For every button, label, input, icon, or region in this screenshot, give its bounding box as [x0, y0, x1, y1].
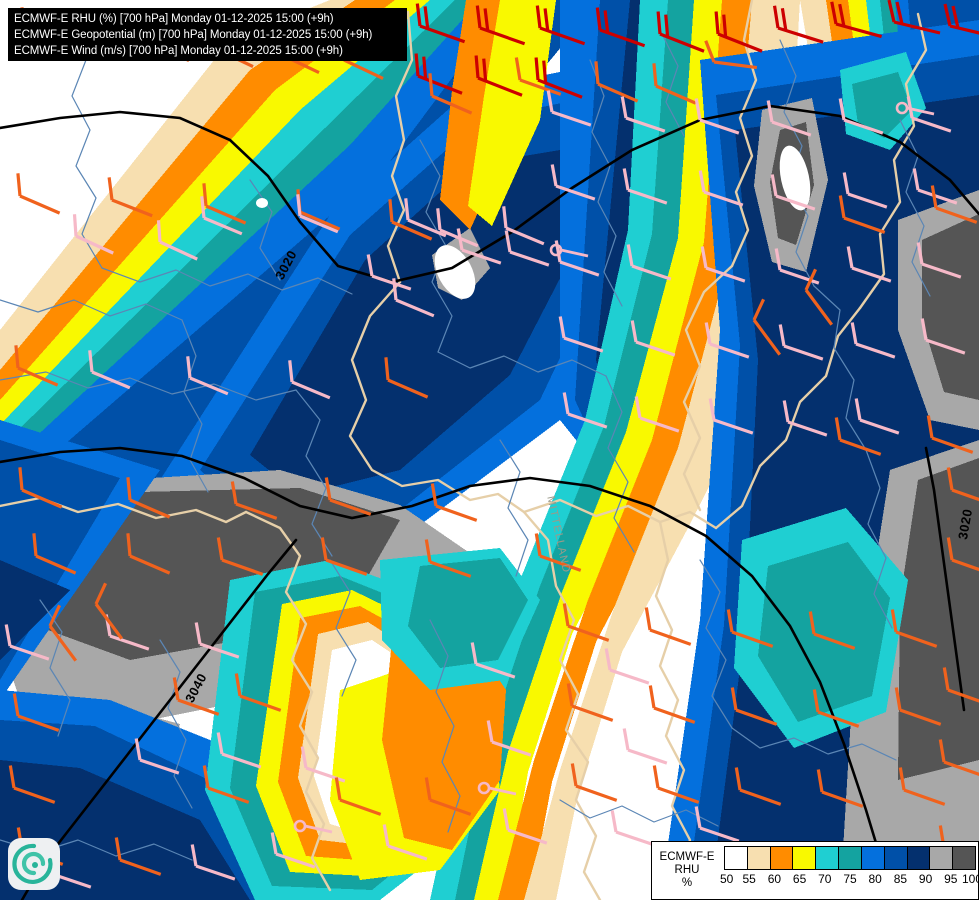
rhu-colorbar-legend: ECMWF-E RHU % 50 55 60 65 70 75 80 85 90 95 100	[651, 841, 979, 900]
legend-tick-50: 50	[719, 872, 734, 886]
legend-tick-65: 65	[792, 872, 807, 886]
legend-swatch-8	[907, 847, 931, 869]
cyclone-logo[interactable]	[6, 836, 62, 892]
legend-swatch-10	[953, 847, 975, 869]
legend-tick-60: 60	[767, 872, 782, 886]
legend-caption-model: ECMWF-E	[659, 851, 715, 863]
map-title-box: ECMWF-E RHU (%) [700 hPa] Monday 01-12-2…	[8, 8, 407, 61]
legend-swatch-0	[725, 847, 748, 869]
legend-tick-strip: 50 55 60 65 70 75 80 85 90 95 100	[720, 872, 979, 888]
legend-swatch-7	[884, 847, 908, 869]
legend-swatch-2	[770, 847, 794, 869]
legend-caption-variable: RHU	[674, 864, 700, 876]
legend-swatch-6	[861, 847, 885, 869]
legend-caption-unit: %	[681, 877, 693, 889]
legend-swatch-1	[747, 847, 771, 869]
legend-scale: 50 55 60 65 70 75 80 85 90 95 100	[720, 842, 979, 899]
title-line-geopotential: ECMWF-E Geopotential (m) [700 hPa] Monda…	[14, 29, 373, 41]
legend-swatch-4	[816, 847, 840, 869]
legend-tick-55: 55	[742, 872, 756, 886]
legend-tick-70: 70	[818, 872, 832, 886]
legend-tick-100: 100	[961, 872, 979, 886]
legend-tick-95: 95	[944, 872, 958, 886]
legend-tick-75: 75	[843, 872, 857, 886]
legend-swatch-9	[930, 847, 954, 869]
legend-swatch-3	[793, 847, 817, 869]
title-line-wind: ECMWF-E Wind (m/s) [700 hPa] Monday 01-1…	[14, 45, 343, 57]
legend-tick-90: 90	[918, 872, 933, 886]
legend-swatch-strip	[724, 846, 976, 870]
legend-swatch-5	[839, 847, 862, 869]
legend-tick-80: 80	[868, 872, 882, 886]
title-line-rhu: ECMWF-E RHU (%) [700 hPa] Monday 01-12-2…	[14, 13, 334, 25]
legend-caption: ECMWF-E RHU %	[652, 842, 722, 899]
legend-tick-85: 85	[893, 872, 908, 886]
